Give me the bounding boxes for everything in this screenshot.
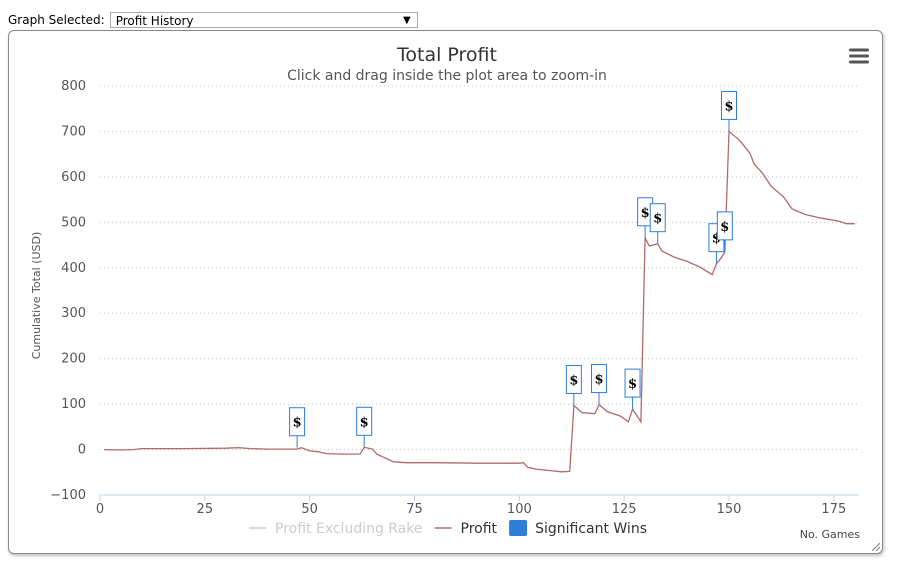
significant-win-flag: $ — [624, 368, 641, 410]
y-tick-label: 800 — [61, 79, 86, 94]
x-tick-label: 50 — [301, 502, 318, 517]
flag-label: $ — [641, 206, 650, 221]
significant-win-flag: $ — [637, 197, 654, 238]
chart-subtitle: Click and drag inside the plot area to z… — [287, 68, 607, 84]
legend-item[interactable]: Profit Excluding Rake — [275, 521, 423, 537]
flag-box — [716, 211, 733, 241]
hamburger-icon[interactable] — [849, 48, 869, 64]
flag-box — [356, 406, 373, 436]
graph-selector-bar: Graph Selected: Profit History ▼ — [8, 11, 418, 29]
significant-win-flag: $ — [716, 211, 733, 252]
flag-label: $ — [569, 373, 578, 388]
y-axis-title: Cumulative Total (USD) — [30, 232, 43, 360]
flag-label: $ — [594, 373, 603, 388]
flag-label: $ — [724, 99, 733, 114]
x-tick-label: 25 — [197, 502, 214, 517]
hamburger-bar — [849, 48, 869, 52]
significant-win-flag: $ — [289, 407, 306, 448]
x-tick-label: 75 — [406, 502, 423, 517]
graph-selected-label: Graph Selected: — [8, 13, 105, 27]
y-tick-label: 700 — [61, 124, 86, 139]
dropdown-arrow-icon: ▼ — [402, 15, 411, 26]
chart-panel: Total Profit Click and drag inside the pl… — [8, 30, 883, 554]
flag-box — [649, 203, 666, 233]
legend-item[interactable]: Profit — [461, 521, 498, 537]
y-tick-label: 500 — [61, 215, 86, 230]
resize-handle-icon[interactable] — [872, 543, 880, 551]
hamburger-bar — [849, 60, 869, 64]
flag-label: $ — [653, 212, 662, 227]
significant-win-flag: $ — [721, 90, 738, 132]
flag-box — [289, 407, 306, 437]
flag-label: $ — [712, 232, 721, 247]
y-tick-label: −100 — [50, 488, 86, 503]
x-axis-title: No. Games — [800, 528, 861, 541]
significant-win-flag: $ — [591, 364, 608, 405]
significant-win-flag: $ — [649, 203, 666, 244]
x-tick-label: 0 — [96, 502, 104, 517]
graph-select-dropdown[interactable]: Profit History ▼ — [109, 12, 418, 28]
significant-win-flag: $ — [356, 406, 373, 448]
flag-label: $ — [628, 377, 637, 392]
flag-box — [565, 364, 582, 394]
x-tick-label: 100 — [507, 502, 532, 517]
significant-win-flag: $ — [565, 364, 582, 406]
hamburger-bar — [849, 54, 869, 58]
profit-series-line — [104, 130, 855, 473]
y-tick-label: 0 — [78, 443, 86, 458]
profit-chart[interactable]: Total Profit Click and drag inside the pl… — [9, 31, 882, 553]
x-tick-label: 175 — [821, 502, 846, 517]
chart-title: Total Profit — [396, 44, 497, 66]
flag-box — [624, 368, 641, 398]
flag-box — [721, 90, 738, 120]
x-tick-label: 125 — [612, 502, 637, 517]
flag-label: $ — [360, 415, 369, 430]
y-tick-label: 400 — [61, 261, 86, 276]
legend-box-symbol — [509, 520, 528, 536]
y-tick-label: 300 — [61, 306, 86, 321]
flag-label: $ — [720, 220, 729, 235]
legend-item[interactable]: Significant Wins — [535, 521, 647, 537]
x-tick-label: 150 — [717, 502, 742, 517]
y-tick-label: 100 — [61, 397, 86, 412]
flag-box — [591, 364, 608, 394]
graph-select-value: Profit History — [115, 14, 194, 28]
y-tick-label: 600 — [61, 170, 86, 185]
y-tick-label: 200 — [61, 352, 86, 367]
flag-label: $ — [293, 416, 302, 431]
